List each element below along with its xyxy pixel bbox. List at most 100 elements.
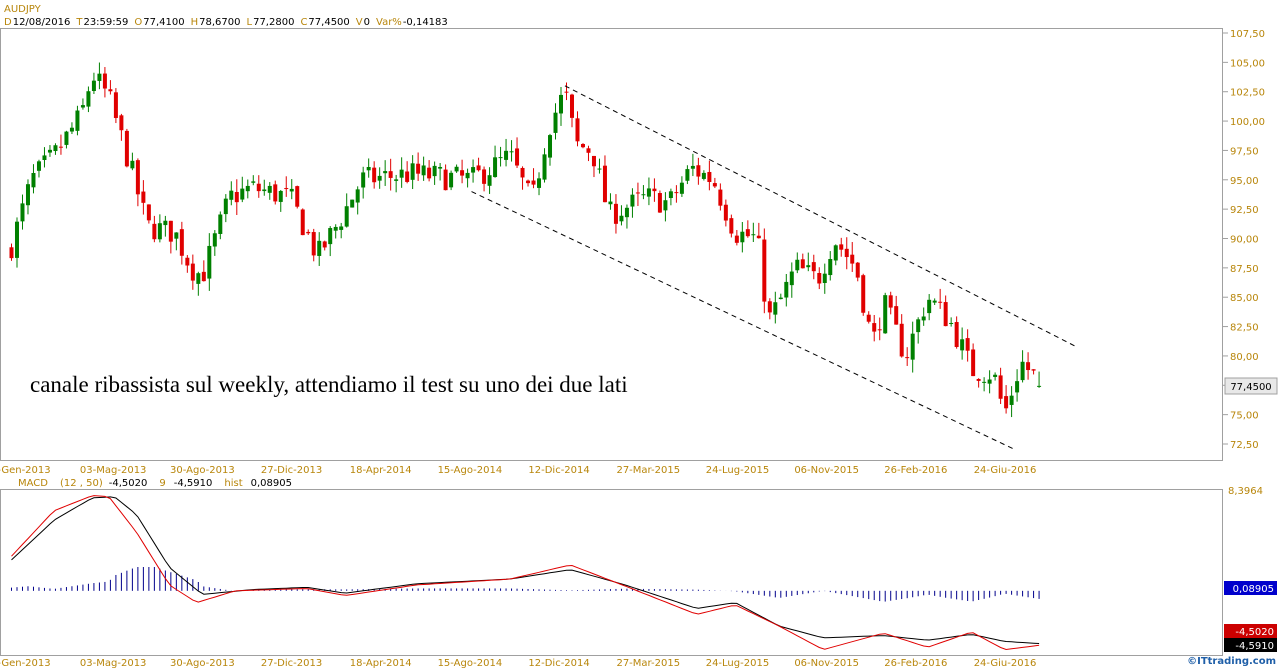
candle-body [493,157,498,178]
candle-body [1020,361,1025,381]
readout-key: L [247,17,253,28]
candle-body [894,306,899,325]
candle-body [350,199,355,208]
candle-body [602,165,607,203]
x-tick-label: 06-Nov-2015 [794,465,859,476]
candle-body [97,73,102,81]
candle-body [399,169,404,178]
x-tick-label: 24-Giu-2016 [974,465,1037,476]
candle-body [141,191,146,203]
candle-body [1031,369,1036,371]
candle-body [306,231,311,234]
candle-body [784,281,789,298]
last-price-box: 77,4500 [1224,377,1278,395]
channel-upper-line [564,85,1077,347]
price-tick-label: 82,50 [1230,323,1259,334]
x-tick-label: 24-Lug-2015 [706,465,769,476]
candle-body [234,191,239,203]
candle-body [273,184,278,202]
candle-body [256,183,261,192]
candle-body [674,192,679,194]
candle-body [410,163,415,180]
candle-body [372,167,377,183]
candle-body [53,145,58,152]
x-tick-label: 26-Feb-2016 [884,658,947,668]
signal-value: -4,5910 [1235,641,1274,652]
candle-body [130,160,135,169]
readout-value: 23:59:59 [83,17,128,28]
candle-body [344,206,349,227]
candle-body [25,184,30,206]
candle-body [657,193,662,213]
candle-body [300,209,305,236]
candle-body [828,259,833,276]
symbol-title: AUDJPY [4,4,42,15]
candle-body [745,229,750,237]
candle-body [575,118,580,142]
price-panel-frame [0,28,1223,461]
x-tick-label: 24-Lug-2015 [706,658,769,668]
candle-body [124,130,129,167]
last-price-label: 77,4500 [1230,382,1271,393]
candle-body [751,234,756,236]
candle-body [954,322,959,347]
price-tick-label: 92,50 [1230,205,1259,216]
candle-body [31,172,36,188]
x-axis-bottom: -Gen-2013 03-Mag-2013 30-Ago-2013 27-Dic-20… [0,658,1036,668]
candle-body [580,143,585,148]
readout-key: C [300,17,307,28]
readout-key: H [191,17,199,28]
candle-body [668,191,673,199]
candle-body [196,273,201,284]
price-tick-label: 97,50 [1230,146,1259,157]
candle-body [498,157,503,159]
candles [9,62,1042,418]
candle-body [91,80,96,91]
readout-value: 77,4500 [308,17,349,28]
x-tick-label: 18-Apr-2014 [350,658,412,668]
candle-body [394,179,399,181]
candle-body [1015,381,1020,393]
candle-body [690,165,695,169]
readout-value: 0 [364,17,370,28]
macd-readout-part: MACD [18,478,48,489]
x-axis-top: -Gen-2013 03-Mag-2013 30-Ago-2013 27-Dic-20… [0,465,1036,476]
candle-body [36,161,41,171]
x-tick-label: 27-Mar-2015 [616,658,680,668]
price-tick-label: 102,50 [1230,88,1265,99]
candle-body [734,235,739,243]
candle-body [42,155,47,160]
channel-annotation: canale ribassista sul weekly, attendiamo… [30,372,628,397]
readout-value: 12/08/2016 [13,17,71,28]
candle-body [833,245,838,261]
candle-body [69,127,74,132]
candle-body [295,186,300,207]
macd-value-box [1224,624,1277,638]
candle-body [630,194,635,207]
readout-key: O [134,17,142,28]
signal-value-box [1224,638,1277,652]
candle-body [778,297,783,300]
candle-body [207,245,212,279]
x-tick-label: 27-Mar-2015 [616,465,680,476]
candle-body [1004,396,1009,409]
x-tick-label: 15-Ago-2014 [438,465,503,476]
candle-body [20,203,25,222]
candle-body [179,229,184,256]
candle-body [58,146,63,148]
price-tick-label: 100,00 [1230,117,1265,128]
candle-body [108,89,113,92]
candle-body [377,175,382,181]
macd-hist-value: 0,08905 [1233,584,1274,595]
readout-key: T [75,17,83,28]
candle-body [696,165,701,177]
candle-body [465,172,470,179]
candle-body [157,223,162,240]
readout-value: 77,4100 [143,17,184,28]
candle-body [405,171,410,182]
candle-body [641,194,646,196]
candle-body [152,223,157,240]
candle-body [800,259,805,269]
candle-body [421,165,426,176]
candle-body [877,329,882,331]
